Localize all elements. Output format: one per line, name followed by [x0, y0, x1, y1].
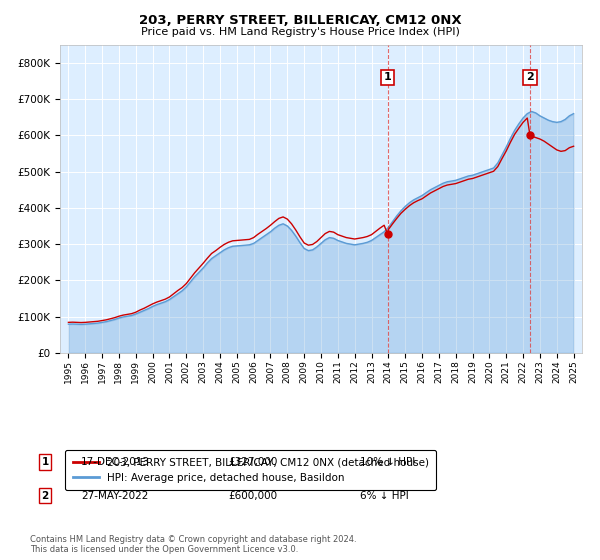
Text: 6% ↓ HPI: 6% ↓ HPI	[360, 491, 409, 501]
Text: £327,000: £327,000	[228, 457, 277, 467]
Text: Price paid vs. HM Land Registry's House Price Index (HPI): Price paid vs. HM Land Registry's House …	[140, 27, 460, 37]
Text: Contains HM Land Registry data © Crown copyright and database right 2024.
This d: Contains HM Land Registry data © Crown c…	[30, 535, 356, 554]
Text: 2: 2	[41, 491, 49, 501]
Text: 2: 2	[526, 72, 534, 82]
Legend: 203, PERRY STREET, BILLERICAY, CM12 0NX (detached house), HPI: Average price, de: 203, PERRY STREET, BILLERICAY, CM12 0NX …	[65, 450, 436, 490]
Text: 203, PERRY STREET, BILLERICAY, CM12 0NX: 203, PERRY STREET, BILLERICAY, CM12 0NX	[139, 14, 461, 27]
Text: 1: 1	[384, 72, 392, 82]
Text: £600,000: £600,000	[228, 491, 277, 501]
Text: 1: 1	[41, 457, 49, 467]
Text: 17-DEC-2013: 17-DEC-2013	[81, 457, 150, 467]
Text: 27-MAY-2022: 27-MAY-2022	[81, 491, 148, 501]
Text: 10% ↓ HPI: 10% ↓ HPI	[360, 457, 415, 467]
